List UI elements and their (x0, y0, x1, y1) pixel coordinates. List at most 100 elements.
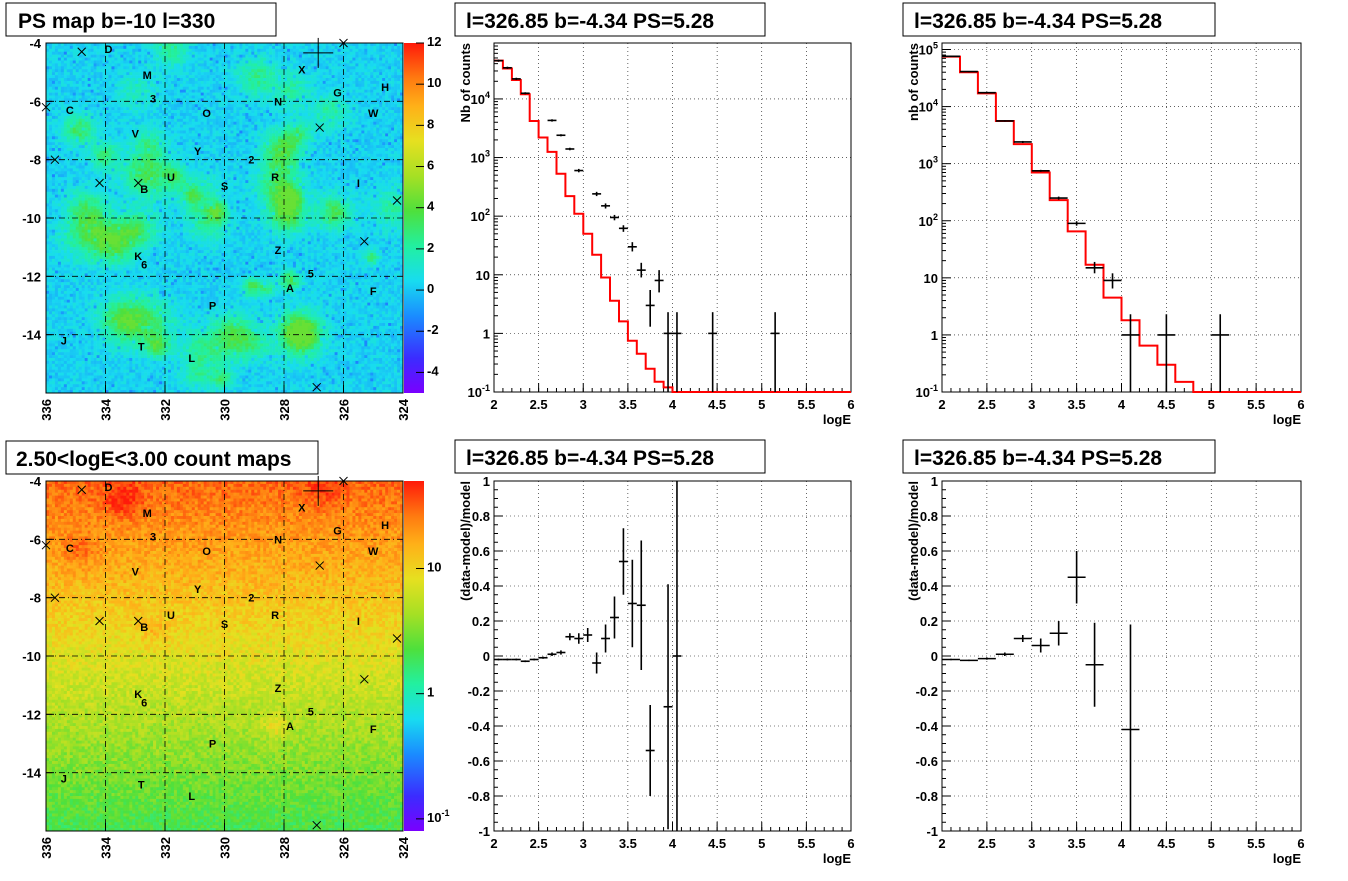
heatmap-cell (221, 80, 225, 85)
heatmap-cell (364, 113, 368, 117)
heatmap-cell (346, 51, 350, 55)
heatmap-cell (141, 92, 145, 96)
heatmap-cell (66, 95, 71, 99)
heatmap-cell (182, 162, 187, 166)
heatmap-cell (269, 159, 273, 163)
heatmap-cell (263, 48, 267, 53)
heatmap-cell (167, 162, 172, 166)
heatmap-cell (194, 57, 199, 61)
heatmap-cell (203, 124, 207, 128)
heatmap-cell (248, 121, 252, 125)
heatmap-cell (66, 162, 71, 166)
heatmap-cell (188, 48, 193, 53)
heatmap-cell (319, 69, 323, 73)
heatmap-cell (263, 86, 267, 90)
heatmap-cell (322, 156, 326, 160)
heatmap-cell (63, 98, 68, 102)
heatmap-cell (179, 86, 184, 90)
heatmap-cell (257, 150, 261, 155)
heatmap-cell (230, 153, 234, 158)
heatmap-cell (322, 104, 326, 108)
heatmap-cell (370, 101, 374, 105)
heatmap-cell (400, 72, 404, 76)
heatmap-cell (60, 110, 65, 114)
heatmap-cell (111, 130, 115, 134)
heatmap-cell (301, 115, 306, 120)
heatmap-cell (153, 54, 157, 58)
heatmap-cell (364, 51, 368, 55)
heatmap-cell (150, 86, 154, 90)
heatmap-cell (358, 51, 362, 55)
heatmap-cell (400, 136, 404, 140)
heatmap-cell (63, 60, 68, 64)
heatmap-cell (191, 121, 196, 125)
heatmap-cell (170, 162, 175, 166)
heatmap-cell (292, 98, 297, 102)
heatmap-cell (206, 75, 210, 79)
heatmap-cell (331, 78, 335, 82)
heatmap-cell (286, 118, 291, 123)
heatmap-cell (221, 48, 225, 53)
heatmap-cell (135, 57, 139, 61)
heatmap-cell (54, 89, 59, 93)
heatmap-cell (114, 101, 118, 105)
heatmap-cell (197, 118, 201, 123)
heatmap-cell (63, 86, 68, 90)
heatmap-cell (165, 98, 169, 102)
heatmap-cell (191, 139, 196, 143)
heatmap-cell (138, 75, 142, 79)
heatmap-cell (233, 69, 237, 73)
heatmap-cell (349, 80, 353, 85)
heatmap-cell (102, 60, 106, 64)
heatmap-cell (239, 133, 243, 137)
heatmap-cell (111, 139, 115, 143)
heatmap-cell (304, 60, 309, 64)
heatmap-cell (307, 48, 312, 53)
heatmap-cell (370, 43, 374, 47)
heatmap-cell (99, 107, 103, 111)
heatmap-cell (162, 142, 166, 146)
heatmap-cell (242, 45, 246, 50)
heatmap-cell (316, 153, 320, 158)
heatmap-cell (141, 69, 145, 73)
heatmap-cell (200, 162, 204, 166)
heatmap-cell (66, 148, 71, 152)
heatmap-cell (361, 118, 365, 123)
heatmap-cell (263, 83, 267, 88)
heatmap-cell (215, 107, 219, 111)
heatmap-cell (138, 83, 142, 88)
heatmap-cell (236, 43, 240, 47)
heatmap-cell (57, 118, 62, 123)
heatmap-cell (230, 69, 234, 73)
heatmap-cell (185, 43, 190, 47)
heatmap-cell (188, 89, 193, 93)
heatmap-cell (165, 57, 169, 61)
heatmap-cell (194, 80, 199, 85)
heatmap-cell (170, 83, 175, 88)
heatmap-cell (251, 72, 255, 76)
heatmap-cell (215, 130, 219, 134)
heatmap-cell (72, 148, 77, 152)
heatmap-cell (162, 89, 166, 93)
heatmap-cell (325, 156, 329, 160)
heatmap-cell (170, 101, 175, 105)
heatmap-cell (185, 104, 190, 108)
heatmap-cell (126, 115, 130, 120)
heatmap-cell (370, 80, 374, 85)
heatmap-cell (191, 118, 196, 123)
heatmap-cell (358, 101, 362, 105)
heatmap-cell (355, 148, 359, 152)
heatmap-cell (328, 57, 332, 61)
heatmap-cell (57, 48, 62, 53)
heatmap-cell (286, 98, 291, 102)
heatmap-cell (144, 133, 148, 137)
heatmap-cell (298, 66, 303, 70)
heatmap-cell (242, 121, 246, 125)
heatmap-cell (355, 43, 359, 47)
heatmap-cell (397, 136, 401, 140)
heatmap-cell (379, 133, 383, 137)
heatmap-cell (46, 145, 50, 149)
heatmap-cell (69, 145, 74, 149)
heatmap-cell (266, 63, 270, 67)
heatmap-cell (391, 124, 395, 128)
